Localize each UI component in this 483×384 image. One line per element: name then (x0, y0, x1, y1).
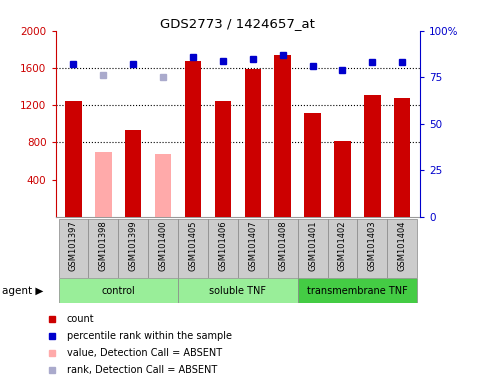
Bar (238, 219, 268, 278)
Bar (95, 152, 112, 217)
Text: GSM101403: GSM101403 (368, 221, 377, 271)
Text: control: control (101, 286, 135, 296)
Text: GSM101402: GSM101402 (338, 221, 347, 271)
Text: GSM101406: GSM101406 (218, 221, 227, 271)
Text: GSM101398: GSM101398 (99, 221, 108, 271)
Bar (155, 154, 171, 217)
Bar (357, 219, 387, 278)
Bar (364, 95, 381, 217)
Bar (268, 219, 298, 278)
Bar (215, 101, 231, 217)
Bar (185, 61, 201, 217)
Bar (58, 278, 178, 303)
Text: count: count (67, 314, 95, 324)
Bar (208, 219, 238, 278)
Bar (58, 219, 88, 278)
Text: transmembrane TNF: transmembrane TNF (307, 286, 408, 296)
Text: soluble TNF: soluble TNF (209, 286, 267, 296)
Bar (327, 219, 357, 278)
Bar (178, 278, 298, 303)
Text: GSM101404: GSM101404 (398, 221, 407, 271)
Bar (125, 130, 142, 217)
Bar (178, 219, 208, 278)
Text: percentile rank within the sample: percentile rank within the sample (67, 331, 232, 341)
Text: rank, Detection Call = ABSENT: rank, Detection Call = ABSENT (67, 365, 217, 375)
Text: GSM101407: GSM101407 (248, 221, 257, 271)
Text: value, Detection Call = ABSENT: value, Detection Call = ABSENT (67, 348, 222, 358)
Text: GSM101401: GSM101401 (308, 221, 317, 271)
Title: GDS2773 / 1424657_at: GDS2773 / 1424657_at (160, 17, 315, 30)
Text: GSM101408: GSM101408 (278, 221, 287, 271)
Bar (304, 113, 321, 217)
Bar (298, 278, 417, 303)
Bar (148, 219, 178, 278)
Bar (394, 98, 411, 217)
Text: GSM101397: GSM101397 (69, 221, 78, 271)
Bar (298, 219, 327, 278)
Bar (274, 55, 291, 217)
Text: agent ▶: agent ▶ (2, 286, 44, 296)
Text: GSM101405: GSM101405 (188, 221, 198, 271)
Text: GSM101400: GSM101400 (158, 221, 168, 271)
Text: GSM101399: GSM101399 (129, 221, 138, 271)
Bar (244, 69, 261, 217)
Bar (65, 101, 82, 217)
Bar (88, 219, 118, 278)
Bar (118, 219, 148, 278)
Bar (334, 141, 351, 217)
Bar (387, 219, 417, 278)
